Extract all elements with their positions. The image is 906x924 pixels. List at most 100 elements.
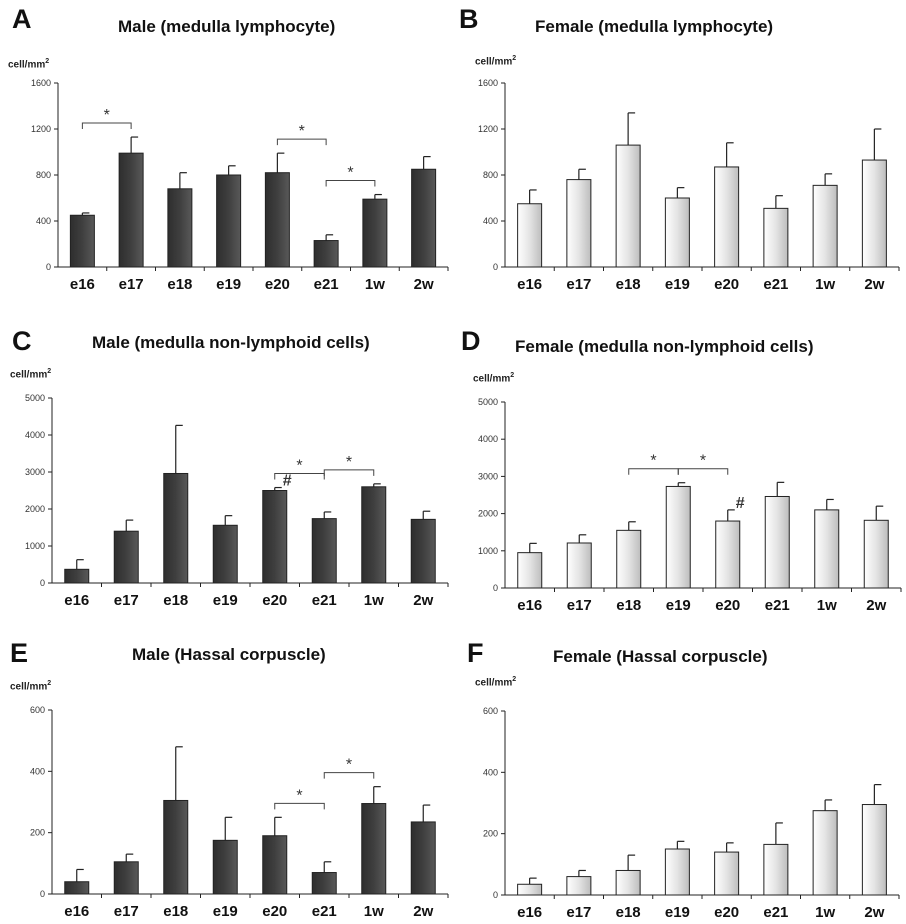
bar-e20 bbox=[262, 490, 288, 584]
unit-text: cell/mm bbox=[10, 681, 48, 693]
unit-superscript: 2 bbox=[512, 55, 517, 62]
x-tick-label: 1w bbox=[365, 276, 385, 293]
bar-e18 bbox=[163, 472, 189, 584]
bar-e20 bbox=[262, 835, 288, 895]
x-tick-label: e19 bbox=[216, 276, 241, 293]
x-tick-label: e16 bbox=[517, 904, 542, 921]
y-tick-label: 4000 bbox=[25, 430, 45, 440]
unit-superscript: 2 bbox=[510, 372, 515, 379]
bar-e21 bbox=[764, 495, 790, 589]
y-tick-label: 400 bbox=[36, 216, 51, 226]
bar-1w bbox=[362, 198, 388, 268]
x-tick-label: 2w bbox=[866, 597, 886, 614]
bar-e17 bbox=[566, 179, 592, 268]
chart-plot: 0 400 800 1200 1600 e16 e17 e18 e19 e20 e21 1w 2w bbox=[478, 78, 900, 293]
x-tick-label: e21 bbox=[763, 276, 788, 293]
x-tick-label: e19 bbox=[665, 904, 690, 921]
bar-e20 bbox=[714, 851, 740, 896]
significance-bracket bbox=[276, 138, 327, 146]
y-tick-label: 0 bbox=[40, 889, 45, 899]
panel-letter: D bbox=[461, 326, 481, 356]
x-tick-label: 1w bbox=[364, 903, 384, 920]
bar-e17 bbox=[566, 876, 592, 896]
bar-e18 bbox=[616, 529, 642, 589]
bar-e19 bbox=[665, 485, 691, 589]
unit-text: cell/mm bbox=[475, 677, 513, 689]
y-tick-label: 3000 bbox=[25, 467, 45, 477]
bar-e20 bbox=[714, 166, 740, 268]
x-tick-label: 2w bbox=[413, 592, 433, 609]
bar-1w bbox=[812, 184, 838, 268]
unit-text: cell/mm bbox=[10, 369, 48, 381]
x-tick-label: e21 bbox=[765, 597, 790, 614]
y-axis-unit: cell/mm2 bbox=[475, 55, 516, 67]
significance-bracket bbox=[325, 180, 376, 187]
y-tick-label: 2000 bbox=[478, 509, 498, 519]
chart-plot: 0 200 400 600 e16 e17 e18 e19 e20 e21 1w 2w bbox=[483, 706, 900, 921]
y-tick-label: 400 bbox=[483, 216, 498, 226]
panel-f: F Female (Hassal corpuscle) cell/mm2 0 20… bbox=[453, 618, 906, 924]
bar-e19 bbox=[664, 848, 690, 896]
bar-e20 bbox=[264, 172, 290, 268]
significance-marker: * bbox=[299, 123, 305, 140]
y-tick-label: 2000 bbox=[25, 504, 45, 514]
chart-plot: 0 200 400 600 e16 e17 e18 e19 e20 e21 1w 2w * * bbox=[30, 705, 449, 920]
y-tick-label: 5000 bbox=[478, 397, 498, 407]
significance-marker: * bbox=[296, 787, 302, 804]
bar-e21 bbox=[311, 518, 337, 584]
x-tick-label: e17 bbox=[119, 276, 144, 293]
y-tick-label: 200 bbox=[483, 829, 498, 839]
y-tick-label: 3000 bbox=[478, 471, 498, 481]
bar-e19 bbox=[216, 174, 242, 268]
significance-marker: * bbox=[296, 458, 302, 475]
x-tick-label: e17 bbox=[114, 903, 139, 920]
panel-letter: C bbox=[12, 326, 32, 356]
bar-2w bbox=[410, 821, 436, 895]
x-tick-label: e18 bbox=[163, 592, 188, 609]
y-tick-label: 1200 bbox=[31, 124, 51, 134]
significance-bracket bbox=[81, 122, 132, 130]
bar-e18 bbox=[615, 144, 641, 268]
chart-title: Female (medulla lymphocyte) bbox=[535, 17, 774, 36]
x-tick-label: 1w bbox=[364, 592, 384, 609]
x-tick-label: e17 bbox=[114, 592, 139, 609]
x-tick-label: e19 bbox=[213, 592, 238, 609]
x-tick-label: e21 bbox=[312, 592, 337, 609]
y-tick-label: 600 bbox=[30, 705, 45, 715]
unit-text: cell/mm bbox=[8, 59, 46, 71]
x-tick-label: e20 bbox=[262, 592, 287, 609]
x-tick-label: e16 bbox=[517, 597, 542, 614]
chart-title: Male (medulla non-lymphoid cells) bbox=[92, 333, 370, 352]
chart-title: Male (Hassal corpuscle) bbox=[132, 645, 326, 664]
y-tick-label: 200 bbox=[30, 828, 45, 838]
x-tick-label: 2w bbox=[414, 276, 434, 293]
bar-e21 bbox=[311, 872, 337, 895]
bar-1w bbox=[812, 810, 838, 896]
x-tick-label: 1w bbox=[815, 276, 835, 293]
x-tick-label: e17 bbox=[566, 276, 591, 293]
bar-e16 bbox=[517, 203, 543, 268]
significance-marker: * bbox=[346, 454, 352, 471]
x-tick-label: e16 bbox=[64, 592, 89, 609]
x-tick-label: e18 bbox=[163, 903, 188, 920]
bar-e16 bbox=[69, 214, 95, 268]
x-tick-label: 2w bbox=[413, 903, 433, 920]
significance-bracket bbox=[274, 473, 325, 480]
y-tick-label: 800 bbox=[36, 170, 51, 180]
bar-e21 bbox=[763, 843, 789, 896]
y-axis-unit: cell/mm2 bbox=[10, 680, 51, 692]
bar-1w bbox=[361, 486, 387, 584]
significance-bracket bbox=[274, 802, 325, 810]
y-tick-label: 800 bbox=[483, 170, 498, 180]
significance-bracket bbox=[323, 469, 375, 476]
unit-superscript: 2 bbox=[45, 58, 50, 65]
y-axis-unit: cell/mm2 bbox=[475, 676, 516, 688]
bar-e16 bbox=[64, 568, 90, 584]
y-axis-unit: cell/mm2 bbox=[10, 368, 51, 380]
significance-bracket bbox=[677, 468, 729, 475]
panel-d: D Female (medulla non-lymphoid cells) ce… bbox=[453, 310, 906, 615]
y-tick-label: 600 bbox=[483, 706, 498, 716]
panel-letter: B bbox=[459, 4, 479, 34]
x-tick-label: e20 bbox=[714, 904, 739, 921]
y-axis-unit: cell/mm2 bbox=[8, 58, 49, 70]
